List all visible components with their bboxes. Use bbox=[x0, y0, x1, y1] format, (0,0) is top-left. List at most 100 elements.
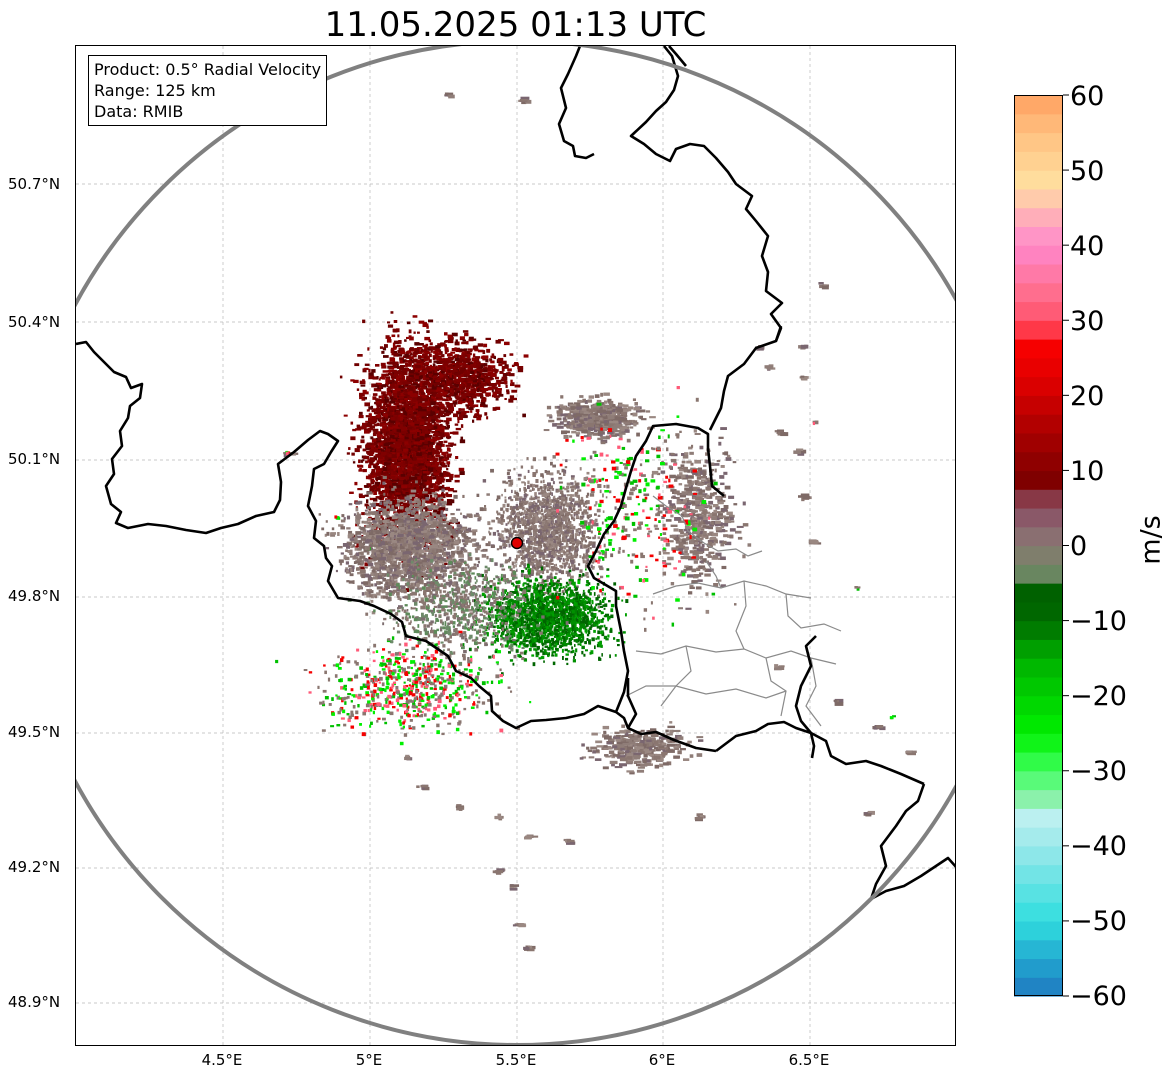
radar-echo-pixel bbox=[412, 381, 417, 384]
radar-echo-pixel bbox=[384, 573, 387, 577]
radar-echo-pixel bbox=[462, 365, 468, 369]
radar-map[interactable] bbox=[75, 45, 956, 1046]
radar-echo-pixel bbox=[496, 548, 500, 551]
radar-echo-pixel bbox=[430, 366, 436, 370]
radar-echo-pixel bbox=[440, 419, 444, 423]
radar-echo-pixel bbox=[385, 541, 390, 545]
radar-echo-pixel bbox=[398, 574, 401, 577]
radar-echo-pixel bbox=[394, 381, 399, 384]
radar-echo-pixel bbox=[376, 581, 381, 585]
radar-echo-pixel bbox=[412, 456, 417, 461]
radar-echo-pixel bbox=[467, 366, 471, 371]
radar-echo-pixel bbox=[448, 397, 453, 401]
radar-echo-pixel bbox=[421, 365, 426, 369]
radar-echo-pixel bbox=[390, 458, 397, 463]
radar-echo-pixel bbox=[324, 533, 327, 537]
radar-echo-pixel bbox=[425, 356, 430, 360]
radar-echo-pixel bbox=[494, 370, 498, 374]
radar-echo-pixel bbox=[442, 484, 445, 489]
radar-echo-pixel bbox=[412, 607, 417, 610]
radar-echo-pixel bbox=[391, 409, 396, 413]
radar-echo-pixel bbox=[369, 497, 376, 501]
radar-echo-pixel bbox=[453, 363, 459, 366]
radar-echo-pixel bbox=[403, 391, 410, 395]
radar-echo-pixel bbox=[458, 387, 462, 390]
radar-echo-pixel bbox=[383, 467, 387, 472]
radar-echo-pixel bbox=[422, 471, 427, 476]
radar-echo-pixel bbox=[437, 454, 441, 458]
radar-echo-pixel bbox=[386, 489, 389, 494]
radar-echo-pixel bbox=[435, 505, 440, 509]
radar-echo-pixel bbox=[407, 405, 411, 409]
radar-echo-pixel bbox=[462, 363, 465, 366]
radar-echo-pixel bbox=[367, 506, 371, 510]
radar-echo-pixel bbox=[382, 394, 388, 398]
radar-echo-pixel bbox=[476, 400, 480, 403]
radar-echo-pixel bbox=[444, 376, 449, 379]
radar-echo-pixel bbox=[367, 590, 374, 594]
radar-echo-pixel bbox=[410, 352, 413, 356]
radar-echo-pixel bbox=[447, 425, 450, 429]
radar-echo-pixel bbox=[404, 339, 407, 342]
radar-echo-pixel bbox=[439, 449, 443, 453]
radar-echo-pixel bbox=[451, 390, 455, 395]
radar-echo-pixel bbox=[375, 473, 381, 477]
radar-echo-pixel bbox=[438, 401, 443, 404]
radar-echo-pixel bbox=[483, 372, 488, 375]
radar-echo-pixel bbox=[486, 416, 489, 420]
radar-echo-pixel bbox=[368, 475, 372, 480]
radar-echo-pixel bbox=[435, 380, 441, 383]
radar-echo-pixel bbox=[405, 453, 411, 458]
radar-echo-pixel bbox=[436, 430, 442, 434]
radar-echo-pixel bbox=[330, 533, 336, 537]
radar-echo-pixel bbox=[404, 354, 409, 358]
radar-echo-pixel bbox=[445, 373, 449, 376]
radar-echo-pixel bbox=[412, 399, 416, 403]
radar-echo-pixel bbox=[412, 405, 419, 409]
radar-echo-pixel bbox=[378, 484, 385, 489]
radar-echo-pixel bbox=[417, 455, 423, 459]
radar-echo-pixel bbox=[408, 374, 415, 378]
radar-echo-pixel bbox=[399, 449, 405, 453]
radar-echo-pixel bbox=[506, 389, 510, 393]
radar-echo-pixel bbox=[382, 370, 389, 373]
radar-echo-pixel bbox=[424, 336, 431, 341]
radar-echo-pixel bbox=[486, 348, 491, 353]
radar-echo-pixel bbox=[351, 452, 355, 456]
radar-echo-pixel bbox=[428, 454, 432, 458]
radar-echo-pixel bbox=[386, 480, 391, 484]
radar-echo-pixel bbox=[396, 591, 400, 596]
radar-echo-pixel bbox=[355, 501, 361, 505]
radar-echo-pixel bbox=[451, 360, 455, 364]
radar-echo-pixel bbox=[350, 379, 355, 382]
radar-echo-pixel bbox=[396, 448, 403, 451]
radar-echo-pixel bbox=[372, 480, 376, 483]
radar-echo-pixel bbox=[425, 361, 430, 365]
radar-echo-pixel bbox=[435, 481, 440, 485]
radar-echo-pixel bbox=[417, 385, 421, 390]
radar-echo-pixel bbox=[438, 441, 443, 444]
radar-echo-pixel bbox=[441, 365, 447, 369]
radar-echo-pixel bbox=[482, 507, 487, 512]
radar-echo-pixel bbox=[395, 377, 400, 382]
radar-echo-pixel bbox=[459, 471, 465, 476]
radar-echo-pixel bbox=[433, 392, 437, 396]
radar-echo-pixel bbox=[393, 340, 400, 345]
radar-echo-pixel bbox=[428, 353, 432, 358]
radar-echo-pixel bbox=[441, 501, 447, 505]
radar-echo-pixel bbox=[372, 502, 376, 506]
radar-echo-pixel bbox=[403, 559, 408, 564]
radar-echo-pixel bbox=[339, 375, 343, 379]
radar-echo-pixel bbox=[419, 388, 423, 393]
radar-echo-pixel bbox=[362, 459, 365, 462]
radar-echo-pixel bbox=[441, 464, 448, 468]
radar-echo-pixel bbox=[429, 591, 433, 595]
radar-echo-pixel bbox=[433, 375, 438, 379]
radar-echo-pixel bbox=[396, 487, 403, 492]
radar-echo-pixel bbox=[443, 387, 447, 390]
radar-echo-pixel bbox=[514, 362, 519, 365]
radar-echo-pixel bbox=[441, 492, 444, 496]
radar-echo-pixel bbox=[390, 456, 393, 459]
radar-echo-pixel bbox=[421, 394, 427, 399]
radar-echo-pixel bbox=[401, 401, 407, 405]
